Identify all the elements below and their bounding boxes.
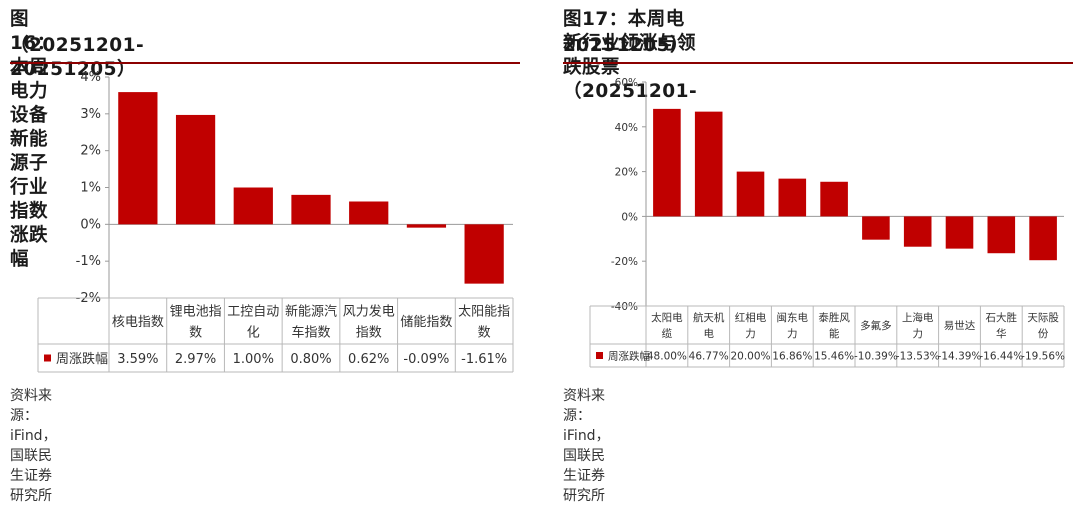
- legend-label: 周涨跌幅: [56, 351, 108, 367]
- category-label: 太阳能指: [458, 304, 510, 319]
- y-tick-label: 0%: [621, 211, 638, 223]
- category-label: 能: [829, 327, 840, 340]
- category-label: 新能源汽: [285, 303, 337, 319]
- data-value-label: -19.56%: [1021, 350, 1065, 362]
- data-value-label: 2.97%: [175, 352, 216, 367]
- y-tick-label: 2%: [80, 144, 101, 159]
- category-label: 力: [787, 327, 798, 340]
- category-label: 闽东电: [777, 311, 809, 324]
- bar: [903, 216, 932, 247]
- data-value-label: -16.44%: [979, 350, 1023, 362]
- title-rule: [10, 62, 520, 64]
- legend-label: 周涨跌幅: [608, 349, 650, 362]
- y-tick-label: 1%: [80, 181, 101, 196]
- category-label: 电: [703, 327, 714, 340]
- chart-title-line2: （20251201-20251205）: [10, 35, 145, 80]
- bar: [118, 92, 158, 225]
- bar: [175, 114, 216, 225]
- bar: [736, 171, 765, 217]
- bar: [987, 216, 1016, 254]
- bar: [406, 224, 447, 228]
- category-label: 锂电池指: [170, 304, 222, 319]
- bar: [653, 108, 681, 217]
- category-label: 易世达: [944, 320, 976, 332]
- category-label: 核电指数: [112, 315, 164, 330]
- category-label: 份: [1038, 328, 1049, 340]
- data-value-label: -1.61%: [461, 352, 507, 367]
- data-value-label: -14.39%: [938, 350, 982, 362]
- data-value-label: -10.39%: [854, 350, 898, 362]
- category-label: 天际股: [1027, 312, 1059, 324]
- y-tick-label: -20%: [611, 256, 638, 268]
- category-label: 多氟多: [860, 319, 892, 332]
- category-label: 太阳电: [651, 311, 683, 324]
- category-label: 石大胜: [986, 311, 1018, 324]
- legend-swatch: [44, 354, 51, 362]
- y-tick-label: 4%: [80, 70, 101, 85]
- bar: [233, 187, 273, 225]
- bar: [291, 194, 331, 225]
- bar: [820, 181, 848, 217]
- chart-title-line2: 20251205）: [563, 35, 689, 56]
- title-rule: [563, 62, 1073, 64]
- y-tick-label: 60%: [615, 77, 638, 89]
- category-label: 车指数: [291, 324, 330, 340]
- category-label: 泰胜风: [818, 311, 850, 324]
- data-value-label: 15.46%: [814, 350, 854, 362]
- category-label: 化: [247, 325, 260, 340]
- category-label: 数: [189, 325, 202, 340]
- category-label: 工控自动: [227, 304, 279, 319]
- y-tick-label: 20%: [615, 167, 638, 179]
- data-value-label: -13.53%: [896, 350, 940, 362]
- source-note: 资料来源：iFind，国联民生证券研究所: [563, 388, 610, 504]
- bar: [862, 216, 890, 240]
- bar: [778, 178, 807, 217]
- category-label: 风力发电: [343, 303, 395, 319]
- category-label: 上海电: [902, 311, 934, 324]
- y-tick-label: 40%: [615, 122, 638, 134]
- category-label: 力: [745, 327, 756, 340]
- y-tick-label: -1%: [76, 254, 101, 269]
- data-value-label: -0.09%: [403, 352, 449, 367]
- category-label: 华: [996, 327, 1007, 340]
- category-label: 数: [478, 325, 491, 340]
- category-label: 力: [912, 327, 923, 340]
- data-value-label: 0.80%: [290, 352, 331, 367]
- bar: [349, 201, 389, 225]
- y-tick-label: 3%: [80, 107, 101, 122]
- data-value-label: 16.86%: [772, 350, 812, 362]
- source-note: 资料来源：iFind，国联民生证券研究所: [10, 388, 57, 504]
- category-label: 指数: [356, 325, 382, 340]
- data-value-label: 20.00%: [730, 350, 770, 362]
- bar: [945, 216, 974, 249]
- category-label: 缆: [662, 327, 673, 340]
- data-value-label: 0.62%: [348, 352, 389, 367]
- bar: [694, 111, 723, 217]
- y-tick-label: -40%: [611, 301, 638, 313]
- y-tick-label: 0%: [80, 217, 101, 232]
- chart-title-line1: 图16：本周电力设备新能源子行业指数涨跌幅: [10, 9, 56, 270]
- category-label: 储能指数: [400, 315, 452, 330]
- data-value-label: 1.00%: [233, 352, 274, 367]
- data-value-label: 3.59%: [117, 352, 158, 367]
- category-label: 航天机: [693, 311, 725, 324]
- bar: [464, 224, 504, 284]
- data-value-label: 46.77%: [689, 350, 729, 362]
- bar-chart-subindustry: -2%-1%0%1%2%3%4%核电指数锂电池指数工控自动化新能源汽车指数风力发…: [37, 70, 514, 373]
- legend-swatch: [596, 352, 603, 359]
- bar: [1029, 216, 1057, 261]
- data-value-label: 48.00%: [647, 350, 687, 362]
- category-label: 红相电: [735, 311, 767, 324]
